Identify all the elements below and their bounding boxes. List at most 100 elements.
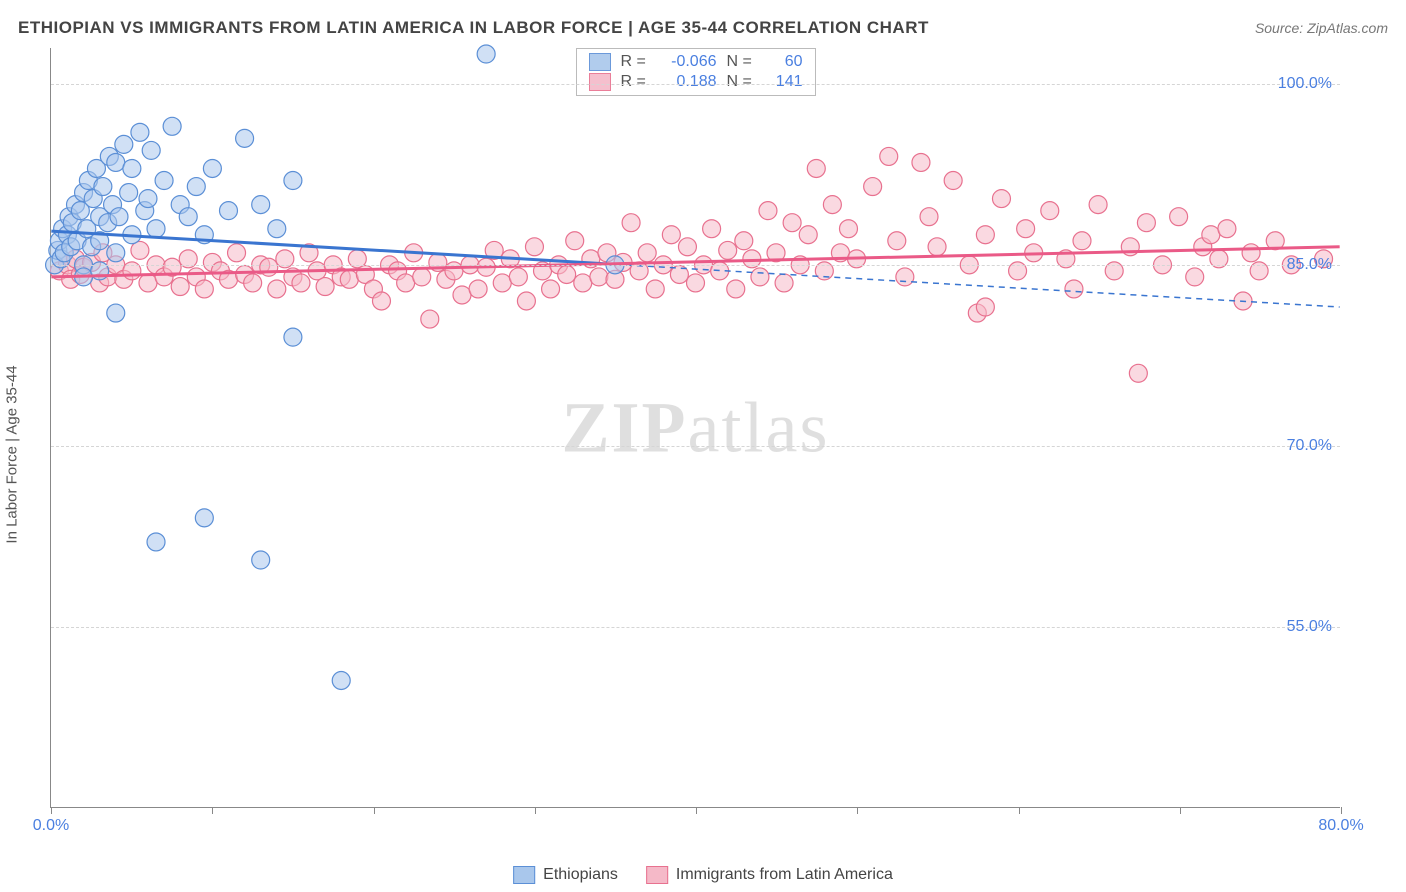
data-point: [228, 244, 246, 262]
data-point: [316, 278, 334, 296]
data-point: [260, 258, 278, 276]
chart-title: ETHIOPIAN VS IMMIGRANTS FROM LATIN AMERI…: [18, 18, 929, 38]
data-point: [976, 298, 994, 316]
data-point: [1137, 214, 1155, 232]
data-point: [1218, 220, 1236, 238]
data-point: [944, 172, 962, 190]
x-tick-mark: [212, 807, 213, 814]
data-point: [912, 153, 930, 171]
data-point: [244, 274, 262, 292]
stat-n-value: 60: [763, 53, 803, 71]
legend-swatch: [646, 866, 668, 884]
x-tick-mark: [51, 807, 52, 814]
data-point: [888, 232, 906, 250]
data-point: [115, 135, 133, 153]
series-swatch: [589, 53, 611, 71]
data-point: [509, 268, 527, 286]
data-point: [421, 310, 439, 328]
data-point: [1017, 220, 1035, 238]
data-point: [775, 274, 793, 292]
data-point: [477, 45, 495, 63]
y-axis-label: In Labor Force | Age 35-44: [4, 365, 21, 543]
stat-n-value: 141: [763, 73, 803, 91]
data-point: [332, 672, 350, 690]
data-point: [646, 280, 664, 298]
data-point: [171, 278, 189, 296]
x-tick-mark: [1019, 807, 1020, 814]
data-point: [799, 226, 817, 244]
data-point: [453, 286, 471, 304]
y-tick-label: 70.0%: [1287, 437, 1332, 455]
data-point: [493, 274, 511, 292]
data-point: [590, 268, 608, 286]
data-point: [542, 280, 560, 298]
data-point: [662, 226, 680, 244]
data-point: [558, 266, 576, 284]
x-tick-mark: [1341, 807, 1342, 814]
data-point: [622, 214, 640, 232]
data-point: [397, 274, 415, 292]
x-tick-mark: [535, 807, 536, 814]
series-swatch: [589, 73, 611, 91]
data-point: [703, 220, 721, 238]
legend-bottom: Ethiopians Immigrants from Latin America: [513, 866, 893, 884]
data-point: [236, 129, 254, 147]
data-point: [120, 184, 138, 202]
data-point: [131, 123, 149, 141]
scatter-svg: [51, 48, 1340, 807]
data-point: [284, 328, 302, 346]
x-tick-label: 80.0%: [1318, 817, 1363, 835]
data-point: [110, 208, 128, 226]
data-point: [372, 292, 390, 310]
stat-r-label: R =: [621, 73, 647, 91]
data-point: [638, 244, 656, 262]
data-point: [566, 232, 584, 250]
data-point: [976, 226, 994, 244]
data-point: [413, 268, 431, 286]
stat-r-value: 0.188: [657, 73, 717, 91]
data-point: [139, 190, 157, 208]
legend-item: Ethiopians: [513, 866, 618, 884]
data-point: [155, 172, 173, 190]
stat-r-value: -0.066: [657, 53, 717, 71]
data-point: [823, 196, 841, 214]
data-point: [284, 172, 302, 190]
x-tick-mark: [374, 807, 375, 814]
gridline: [51, 446, 1340, 447]
data-point: [203, 159, 221, 177]
data-point: [920, 208, 938, 226]
data-point: [896, 268, 914, 286]
data-point: [807, 159, 825, 177]
data-point: [252, 551, 270, 569]
data-point: [107, 153, 125, 171]
data-point: [94, 178, 112, 196]
data-point: [268, 220, 286, 238]
stats-box: R =-0.066N =60R = 0.188 N = 141: [576, 48, 816, 96]
plot-area: ZIPatlas R =-0.066N =60R =0.188N =141 55…: [50, 48, 1340, 808]
data-point: [1065, 280, 1083, 298]
stat-n-label: N =: [727, 73, 753, 91]
x-tick-mark: [696, 807, 697, 814]
data-point: [727, 280, 745, 298]
data-point: [1186, 268, 1204, 286]
data-point: [517, 292, 535, 310]
stats-row: R =-0.066N =60: [577, 52, 815, 72]
data-point: [735, 232, 753, 250]
y-tick-label: 100.0%: [1278, 75, 1332, 93]
data-point: [340, 270, 358, 288]
legend-item: Immigrants from Latin America: [646, 866, 893, 884]
data-point: [1089, 196, 1107, 214]
gridline: [51, 627, 1340, 628]
legend-label: Ethiopians: [543, 866, 618, 884]
data-point: [252, 196, 270, 214]
x-tick-mark: [1180, 807, 1181, 814]
data-point: [147, 533, 165, 551]
x-tick-label: 0.0%: [33, 817, 69, 835]
data-point: [147, 220, 165, 238]
data-point: [123, 159, 141, 177]
data-point: [880, 147, 898, 165]
data-point: [195, 280, 213, 298]
data-point: [992, 190, 1010, 208]
data-point: [195, 509, 213, 527]
data-point: [525, 238, 543, 256]
